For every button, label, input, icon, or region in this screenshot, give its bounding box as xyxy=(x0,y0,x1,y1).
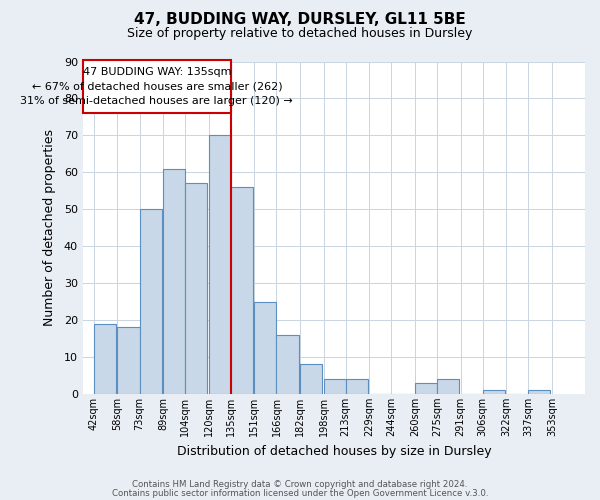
Text: 47 BUDDING WAY: 135sqm
← 67% of detached houses are smaller (262)
31% of semi-de: 47 BUDDING WAY: 135sqm ← 67% of detached… xyxy=(20,66,293,106)
Text: Contains public sector information licensed under the Open Government Licence v.: Contains public sector information licen… xyxy=(112,488,488,498)
Text: Size of property relative to detached houses in Dursley: Size of property relative to detached ho… xyxy=(127,28,473,40)
Bar xyxy=(277,335,299,394)
Bar xyxy=(254,302,277,394)
Bar xyxy=(437,379,459,394)
Bar xyxy=(209,136,231,394)
Text: 47, BUDDING WAY, DURSLEY, GL11 5BE: 47, BUDDING WAY, DURSLEY, GL11 5BE xyxy=(134,12,466,28)
Bar xyxy=(323,379,346,394)
Bar xyxy=(415,383,437,394)
Bar xyxy=(163,168,185,394)
Bar xyxy=(118,328,140,394)
Bar xyxy=(231,187,253,394)
Text: Contains HM Land Registry data © Crown copyright and database right 2024.: Contains HM Land Registry data © Crown c… xyxy=(132,480,468,489)
Bar xyxy=(140,209,161,394)
Bar xyxy=(346,379,368,394)
Bar xyxy=(529,390,550,394)
Bar xyxy=(300,364,322,394)
X-axis label: Distribution of detached houses by size in Dursley: Distribution of detached houses by size … xyxy=(176,444,491,458)
Bar xyxy=(185,184,207,394)
Y-axis label: Number of detached properties: Number of detached properties xyxy=(43,129,56,326)
Bar xyxy=(94,324,116,394)
FancyBboxPatch shape xyxy=(83,60,231,113)
Bar xyxy=(482,390,505,394)
